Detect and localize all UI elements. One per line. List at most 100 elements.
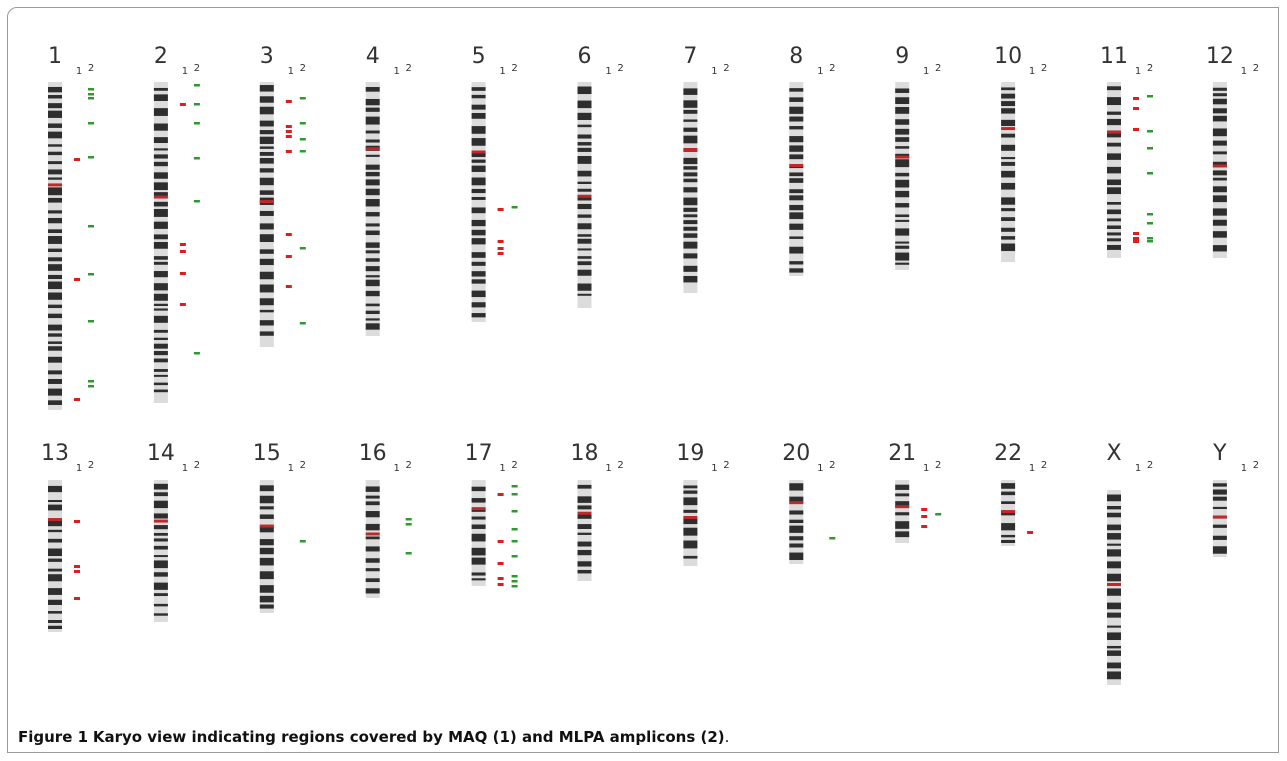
mlpa-amplicon: [511, 585, 518, 588]
band: [789, 195, 804, 201]
band: [577, 142, 592, 146]
mlpa-amplicon: [405, 523, 412, 526]
band: [365, 171, 380, 177]
band: [789, 97, 804, 102]
centromere: [789, 164, 804, 168]
band: [683, 100, 698, 108]
band: [1107, 166, 1121, 174]
band: [48, 504, 62, 511]
band: [1001, 170, 1016, 178]
band: [1107, 573, 1121, 582]
mlpa-amplicon: [88, 122, 94, 125]
band: [1212, 245, 1227, 252]
mlpa-amplicon: [88, 93, 94, 96]
band: [577, 124, 592, 128]
maq-region: [285, 285, 292, 288]
chromosome-label: 12: [1206, 44, 1234, 69]
band: [153, 192, 168, 197]
mlpa-amplicon: [299, 322, 306, 325]
band: [895, 245, 910, 249]
band: [1107, 187, 1121, 195]
band: [577, 248, 592, 251]
band: [895, 484, 910, 490]
centromere: [153, 195, 168, 199]
centromere: [895, 505, 910, 509]
band: [1212, 98, 1227, 105]
band: [259, 514, 274, 519]
maq-region: [497, 240, 504, 243]
band: [471, 302, 486, 308]
band: [259, 309, 274, 313]
band: [789, 212, 804, 220]
band: [153, 382, 168, 386]
band: [1107, 153, 1121, 160]
band: [683, 509, 698, 513]
band: [471, 547, 486, 556]
band: [153, 603, 168, 607]
band: [1001, 197, 1016, 205]
band: [153, 261, 168, 265]
band: [259, 298, 274, 306]
centromere: [1212, 164, 1227, 168]
band: [259, 146, 274, 149]
band: [683, 109, 698, 114]
band: [153, 303, 168, 306]
maq-region: [74, 278, 80, 281]
band: [471, 126, 486, 134]
band: [577, 238, 592, 244]
band: [895, 252, 910, 261]
mlpa-amplicon: [511, 555, 518, 558]
band: [683, 214, 698, 218]
band: [153, 545, 168, 550]
band: [1212, 483, 1227, 487]
band: [577, 541, 592, 547]
band: [471, 516, 486, 520]
band: [895, 172, 910, 177]
band: [48, 500, 62, 503]
band: [471, 279, 486, 284]
band: [365, 164, 380, 170]
maq-region: [497, 540, 504, 543]
band: [577, 261, 592, 266]
band: [1212, 489, 1227, 495]
band: [471, 177, 486, 186]
band: [895, 531, 910, 538]
track-label: 1: [605, 463, 611, 474]
band: [577, 505, 592, 510]
maq-region: [1133, 237, 1139, 240]
band: [471, 261, 486, 266]
band: [365, 223, 380, 227]
band: [895, 137, 910, 142]
band: [48, 236, 62, 244]
band: [365, 279, 380, 287]
band: [789, 223, 804, 230]
band: [48, 110, 62, 118]
band: [153, 572, 168, 577]
band: [789, 172, 804, 177]
band: [153, 108, 168, 116]
band: [789, 525, 804, 533]
track-label: 1: [817, 66, 823, 77]
track-label: 2: [300, 460, 306, 471]
chromosome-label: 3: [260, 44, 274, 69]
track-label: 2: [935, 460, 941, 471]
band: [789, 136, 804, 143]
mlpa-amplicon: [299, 122, 306, 125]
band: [365, 98, 380, 106]
band: [48, 568, 62, 572]
maq-region: [497, 583, 504, 586]
band: [789, 496, 804, 503]
mlpa-amplicon: [88, 97, 94, 100]
mlpa-amplicon: [511, 510, 518, 513]
band: [789, 236, 804, 239]
chromosome-label: 11: [1100, 44, 1128, 69]
maq-region: [285, 233, 292, 236]
band: [577, 214, 592, 218]
centromere: [48, 518, 62, 522]
band: [683, 135, 698, 144]
band: [471, 533, 486, 542]
band: [1001, 534, 1016, 538]
band: [577, 293, 592, 296]
maq-region: [179, 272, 186, 275]
